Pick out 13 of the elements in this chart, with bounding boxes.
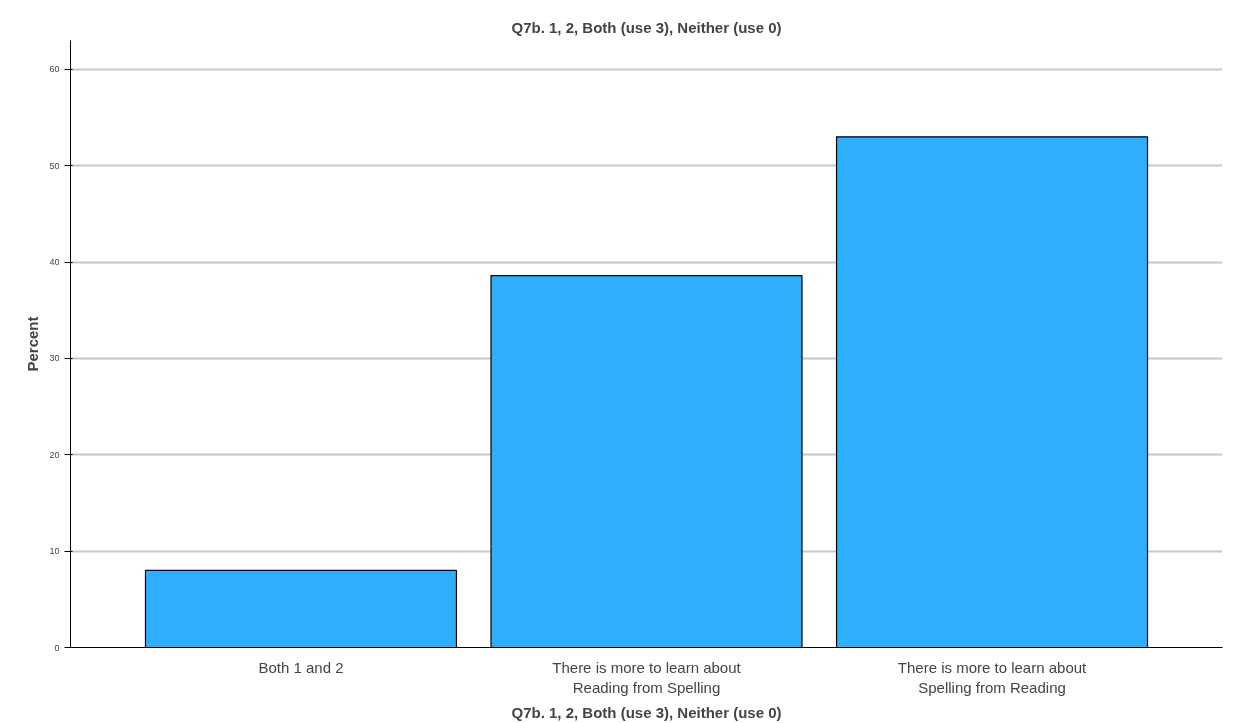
y-tick-label: 30 (49, 353, 60, 364)
x-tick-label: There is more to learn about Reading from Spelling (552, 658, 742, 696)
y-tick-label: 10 (49, 546, 60, 557)
y-axis-title: Percent (24, 316, 42, 372)
y-tick-label: 20 (49, 449, 60, 460)
x-axis-title: Q7b. 1, 2, Both (use 3), Neither (use 0) (511, 703, 782, 721)
y-tick-label: 60 (49, 64, 60, 75)
chart-title: Q7b. 1, 2, Both (use 3), Neither (use 0) (511, 18, 782, 36)
x-tick-label: There is more to learn about Spelling from Reading (897, 658, 1088, 696)
x-tick-label: Both 1 and 2 (258, 658, 344, 676)
y-tick-label: 40 (49, 257, 60, 268)
y-tick-label: 0 (54, 642, 60, 653)
y-tick-label: 50 (49, 160, 60, 171)
